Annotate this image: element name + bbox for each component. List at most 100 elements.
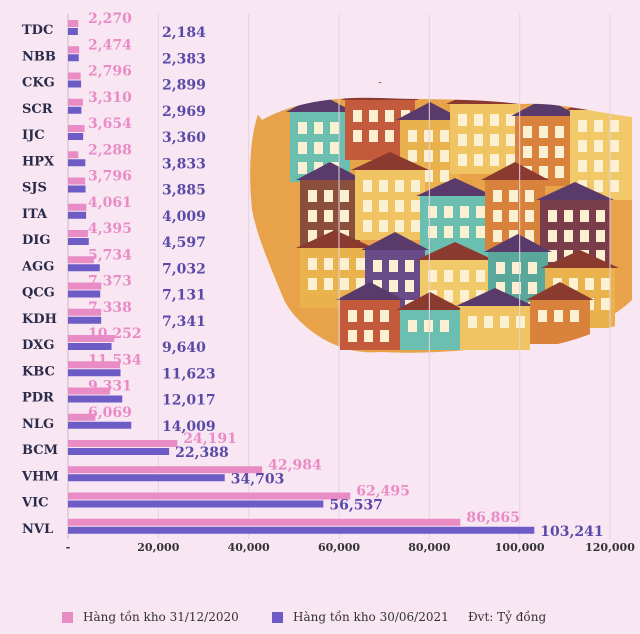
x-tick-label: 100,000: [495, 541, 545, 554]
house-window: [330, 122, 339, 134]
value-label-2021: 22,388: [175, 445, 229, 461]
bar-2020-ijc: [68, 125, 85, 132]
house-window: [538, 310, 547, 322]
house-roof: [511, 98, 579, 116]
house-window: [324, 258, 333, 270]
value-label-2020: 6,069: [88, 405, 132, 421]
value-label-2020: 62,495: [356, 484, 410, 500]
house-window: [570, 310, 579, 322]
value-label-2021: 2,184: [162, 25, 206, 41]
house-window: [490, 134, 499, 146]
house-window: [364, 330, 373, 342]
bar-2021-sjs: [68, 185, 86, 193]
house-roof: [396, 292, 464, 310]
y-tick-label: DIG: [22, 233, 50, 248]
value-label-2020: 7,373: [88, 274, 132, 290]
y-tick-label: IJC: [22, 128, 45, 143]
house-window: [340, 210, 349, 222]
house-window: [555, 166, 564, 178]
y-tick-label: NBB: [22, 49, 56, 64]
bar-2021-qcg: [68, 290, 101, 298]
house-window: [596, 230, 605, 242]
value-label-2020: 4,061: [88, 195, 132, 211]
house-window: [424, 130, 433, 142]
house-window: [369, 110, 378, 122]
house-window: [460, 290, 469, 302]
house-window: [363, 200, 372, 212]
house-window: [380, 330, 389, 342]
house-window: [369, 130, 378, 142]
house-window: [525, 190, 534, 202]
house-window: [610, 160, 619, 172]
value-labels: 2,270 2,184 2,474 2,383 2,796 2,899 3,310 2,969…: [88, 11, 604, 540]
value-label-2021: 2,899: [162, 78, 206, 94]
y-tick-label: PDR: [22, 391, 54, 406]
x-tick-label: 40,000: [228, 541, 270, 554]
house-window: [474, 134, 483, 146]
bar-2021-kdh: [68, 316, 102, 324]
bar-2021-nvl: [68, 526, 535, 534]
bar-2021-scr: [68, 106, 82, 114]
house-window: [356, 258, 365, 270]
inventory-bar-chart: 2,270 2,184 2,474 2,383 2,796 2,899 3,310 2,969…: [21, 11, 640, 554]
house-window: [525, 230, 534, 242]
bar-2021-pdr: [68, 395, 123, 403]
house-window: [324, 210, 333, 222]
house-window: [308, 210, 317, 222]
house-window: [308, 258, 317, 270]
legend-label-a: Hàng tồn kho 31/12/2020: [83, 610, 239, 624]
house-window: [610, 120, 619, 132]
bar-2020-nvl: [68, 518, 461, 526]
value-label-2020: 3,310: [88, 90, 132, 106]
bar-2020-ita: [68, 203, 87, 211]
bar-2021-dig: [68, 238, 89, 245]
house-window: [440, 170, 449, 182]
house-window: [468, 316, 477, 328]
house-block: [340, 300, 400, 350]
value-label-2021: 7,341: [162, 314, 206, 330]
house-window: [353, 110, 362, 122]
bar-2020-bcm: [68, 440, 178, 447]
value-label-2020: 2,288: [88, 142, 132, 158]
value-label-2021: 103,241: [540, 524, 603, 540]
house-window: [594, 120, 603, 132]
house-window: [490, 114, 499, 126]
house-roof: [456, 288, 534, 306]
house-window: [585, 278, 594, 290]
house-window: [298, 122, 307, 134]
x-tick-label: -: [66, 541, 71, 554]
house-window: [460, 226, 469, 238]
bars: [68, 20, 535, 534]
bar-2021-nlg: [68, 421, 132, 429]
house-window: [496, 282, 505, 294]
value-label-2020: 4,395: [88, 221, 132, 237]
value-label-2020: 42,984: [268, 457, 322, 473]
house-window: [528, 262, 537, 274]
house-window: [564, 230, 573, 242]
house-window: [476, 270, 485, 282]
illustration-mask-left: [230, 120, 270, 300]
house-window: [395, 180, 404, 192]
value-label-2021: 14,009: [162, 419, 216, 435]
house-window: [555, 146, 564, 158]
house-window: [512, 282, 521, 294]
bar-2020-qcg: [68, 282, 102, 290]
house-window: [596, 250, 605, 262]
value-label-2021: 11,623: [162, 366, 216, 382]
bar-2021-vic: [68, 500, 324, 508]
house-roof: [526, 282, 594, 300]
house-window: [474, 114, 483, 126]
legend-series-b: Hàng tồn kho 30/06/2021: [272, 610, 449, 624]
house-window: [353, 130, 362, 142]
illustration-mask-bottom: [250, 300, 640, 380]
house-window: [493, 210, 502, 222]
house-window: [408, 320, 417, 332]
house-window: [308, 278, 317, 290]
value-label-2021: 9,640: [162, 340, 206, 356]
house-window: [490, 154, 499, 166]
value-label-2020: 5,734: [88, 247, 132, 263]
house-window: [509, 210, 518, 222]
value-label-2021: 4,597: [162, 235, 206, 251]
bar-2020-hpx: [68, 151, 79, 159]
value-label-2021: 12,017: [162, 393, 216, 409]
